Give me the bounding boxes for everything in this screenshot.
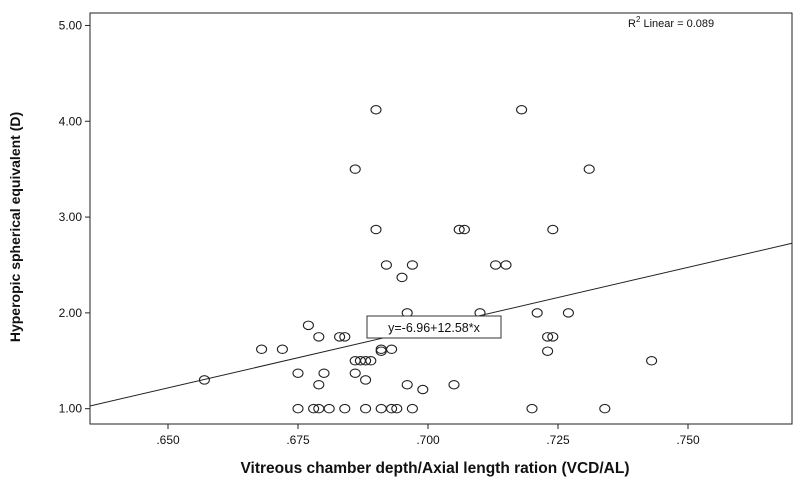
data-point — [531, 308, 543, 318]
r2-prefix: R — [628, 18, 636, 30]
data-point — [292, 368, 304, 378]
data-point — [198, 375, 210, 385]
data-point — [396, 272, 408, 283]
data-point — [646, 356, 658, 366]
y-tick-label: 2.00 — [59, 306, 83, 320]
plot-frame — [89, 12, 793, 425]
fit-equation-box: y=-6.96+12.58*x — [366, 315, 502, 339]
data-point — [313, 379, 325, 390]
y-axis-title: Hyperopic spherical equivalent (D) — [7, 112, 23, 342]
data-point — [406, 260, 418, 270]
data-point — [562, 308, 574, 318]
x-tick-label: .750 — [676, 433, 700, 447]
axes: .650 .675 .700 .725 .750 1.00 2.00 3.00 4.00 5.00 — [59, 12, 793, 447]
data-point — [516, 105, 528, 115]
x-axis-title: Vitreous chamber depth/Axial length rati… — [241, 460, 630, 477]
r2-suffix: Linear = 0.089 — [640, 18, 714, 30]
data-point — [370, 224, 382, 235]
data-point — [349, 368, 361, 378]
data-point — [406, 403, 418, 414]
data-point — [360, 356, 372, 366]
data-point — [323, 403, 335, 414]
data-point — [380, 260, 392, 270]
data-point — [386, 344, 398, 355]
y-tick-label: 3.00 — [59, 210, 83, 224]
y-tick-label: 4.00 — [59, 114, 83, 128]
data-point — [500, 260, 512, 270]
x-tick-label: .700 — [416, 433, 440, 447]
data-point — [453, 224, 465, 235]
data-point — [583, 164, 595, 174]
data-point — [542, 332, 554, 342]
data-point — [417, 384, 429, 395]
r2-annotation: R2 Linear = 0.089 — [628, 15, 714, 30]
data-point — [542, 346, 554, 356]
data-point — [458, 224, 470, 235]
data-point — [448, 379, 460, 390]
data-point — [339, 403, 351, 414]
data-point — [308, 403, 320, 414]
data-point — [386, 403, 398, 414]
data-point — [256, 344, 268, 355]
x-tick-label: .725 — [546, 433, 570, 447]
y-tick-label: 5.00 — [59, 18, 83, 32]
data-point — [313, 332, 325, 342]
data-point — [547, 224, 559, 235]
data-point — [370, 105, 382, 115]
data-point — [318, 368, 330, 378]
data-point — [375, 403, 387, 414]
data-point — [401, 379, 413, 390]
data-point — [339, 332, 351, 342]
data-point — [547, 332, 559, 342]
data-point — [276, 344, 288, 355]
r2-superscript: 2 — [636, 15, 641, 24]
data-point — [334, 332, 346, 342]
data-point — [292, 403, 304, 414]
data-point — [526, 403, 538, 414]
data-point — [391, 403, 403, 414]
fit-equation-box-frame — [366, 315, 502, 339]
data-point — [360, 403, 372, 414]
data-point — [302, 320, 314, 331]
x-tick-label: .675 — [286, 433, 310, 447]
chart-labels: Vitreous chamber depth/Axial length rati… — [7, 15, 714, 477]
data-point — [365, 356, 377, 366]
fit-equation-label: y=-6.96+12.58*x — [388, 321, 480, 335]
data-points — [198, 105, 658, 414]
data-point — [349, 164, 361, 174]
data-point — [375, 346, 387, 356]
data-point — [490, 260, 502, 270]
x-tick-label: .650 — [156, 433, 180, 447]
data-point — [375, 344, 387, 355]
data-point — [599, 403, 611, 414]
y-tick-label: 1.00 — [59, 402, 83, 416]
data-point — [360, 375, 372, 385]
